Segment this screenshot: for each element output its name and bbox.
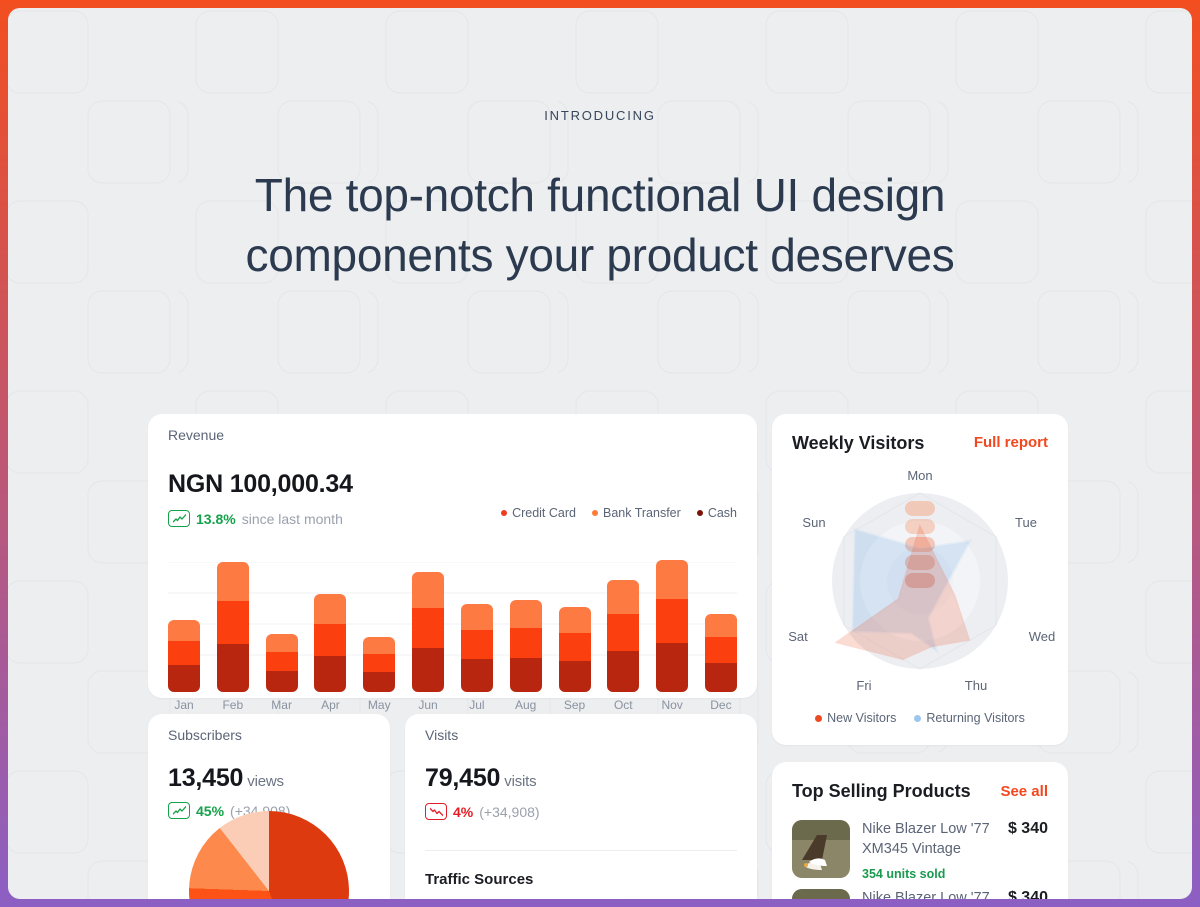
svg-text:Tue: Tue [1015,515,1037,530]
svg-text:Mon: Mon [907,469,932,483]
svg-text:Sat: Sat [788,629,808,644]
svg-text:Sun: Sun [802,515,825,530]
svg-text:Thu: Thu [965,678,987,693]
svg-text:Wed: Wed [1029,629,1056,644]
svg-text:Fri: Fri [856,678,871,693]
